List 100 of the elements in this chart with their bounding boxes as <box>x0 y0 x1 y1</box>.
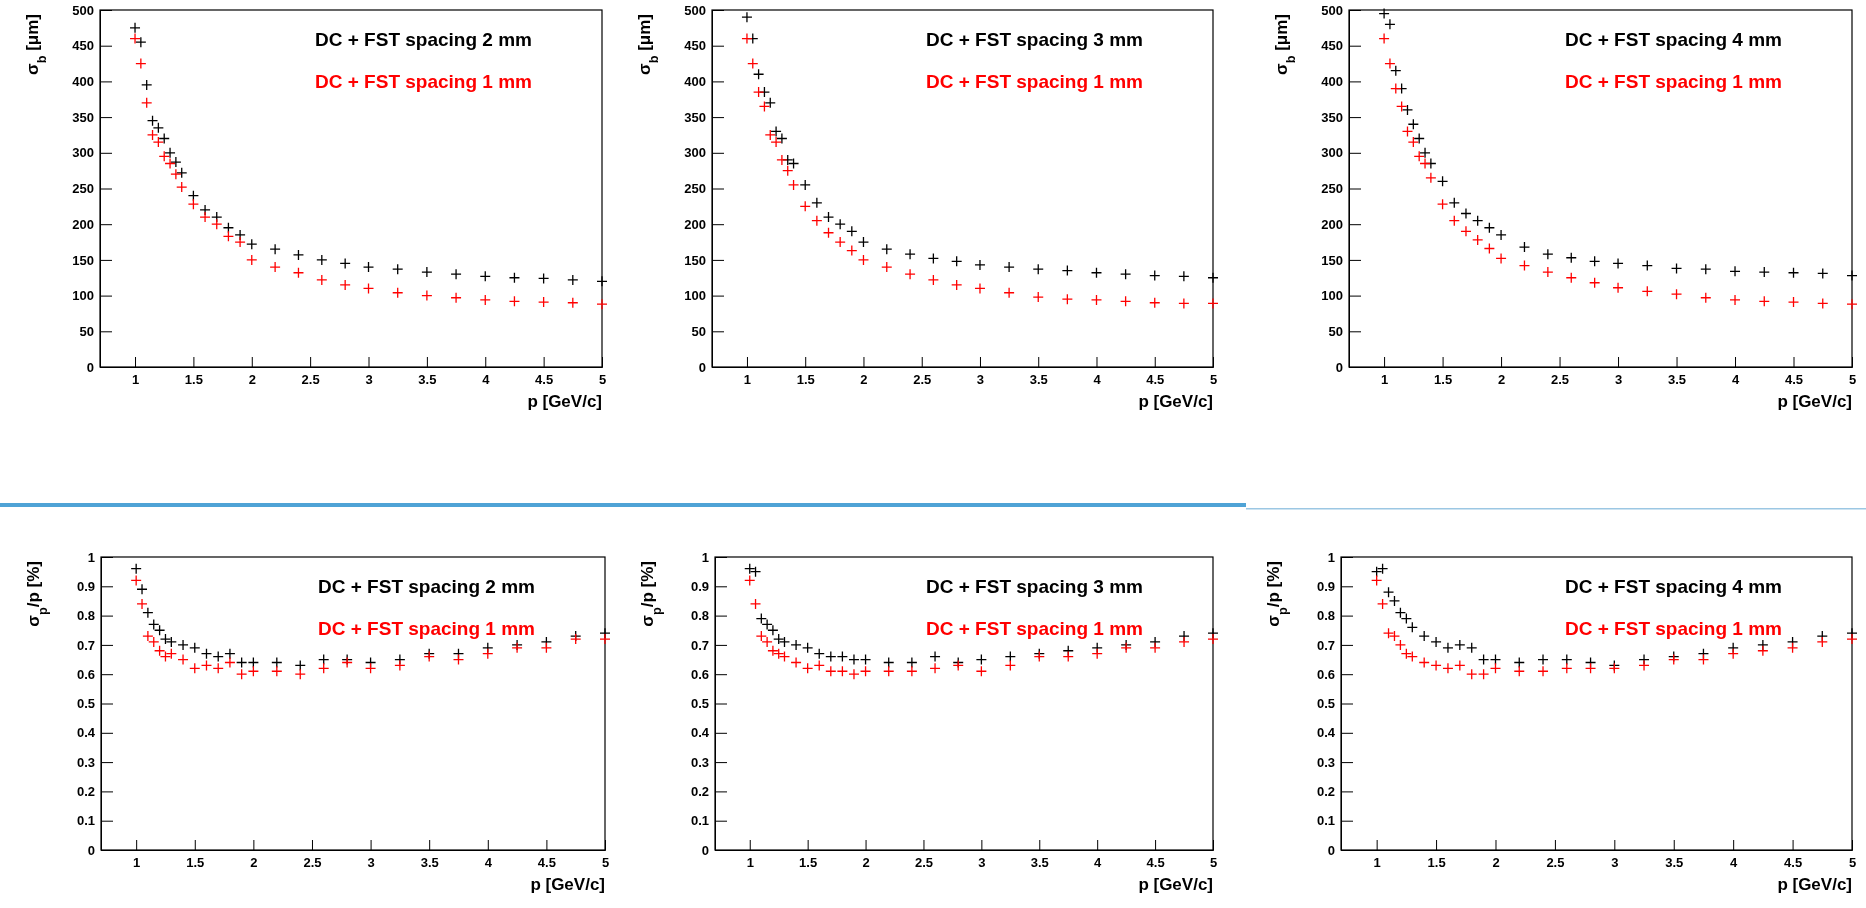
point <box>1638 659 1650 672</box>
point <box>1700 263 1712 275</box>
y-tick-label: 250 <box>684 181 706 197</box>
point <box>136 598 148 610</box>
point <box>1371 566 1383 578</box>
point <box>927 274 940 286</box>
x-tick-label: 1.5 <box>1434 372 1453 388</box>
y-tick-label: 0.5 <box>76 696 95 712</box>
point <box>802 642 814 654</box>
point <box>906 665 918 677</box>
point <box>1513 656 1525 669</box>
point <box>212 650 224 663</box>
point <box>236 668 248 680</box>
point <box>1670 288 1683 300</box>
point <box>1466 668 1478 680</box>
x-tick-label: 3.5 <box>1029 372 1048 388</box>
x-tick-label: 3 <box>367 855 375 871</box>
point <box>1149 642 1161 654</box>
point <box>292 249 305 261</box>
point <box>211 218 223 230</box>
y-tick-label: 0.4 <box>76 725 96 741</box>
y-tick-label: 500 <box>684 2 706 18</box>
x-tick-label: 4.5 <box>1784 372 1804 388</box>
point <box>450 292 462 304</box>
point <box>787 179 800 191</box>
point <box>1407 118 1419 130</box>
point <box>1542 266 1554 278</box>
point <box>537 272 550 285</box>
x-tick-label: 3 <box>365 372 373 388</box>
point <box>141 79 153 91</box>
point <box>1401 125 1414 138</box>
point <box>1061 264 1074 277</box>
point <box>294 659 306 672</box>
point <box>200 648 213 660</box>
point <box>951 255 963 267</box>
x-tick-label: 3.5 <box>1668 372 1687 388</box>
point <box>859 665 872 677</box>
x-tick-label: 2 <box>248 372 256 388</box>
point <box>1727 648 1739 660</box>
x-tick-label: 3.5 <box>420 855 439 871</box>
point <box>904 248 916 260</box>
point <box>813 659 825 672</box>
point <box>811 197 823 209</box>
point <box>136 583 148 595</box>
point <box>1376 563 1389 575</box>
point <box>599 633 611 645</box>
y-tick-label: 0 <box>86 359 94 375</box>
point <box>822 211 835 223</box>
y-tick-label: 0.9 <box>76 578 95 594</box>
point <box>318 653 330 666</box>
point <box>316 274 328 286</box>
x-axis-title: p [GeV/c] <box>527 392 602 411</box>
x-tick-label: 4 <box>484 855 493 871</box>
point <box>1207 297 1219 310</box>
point <box>1589 255 1601 267</box>
point <box>224 656 236 669</box>
y-tick-label: 0.4 <box>1316 725 1336 741</box>
x-tick-label: 4.5 <box>1146 372 1165 388</box>
y-tick-label: 200 <box>72 216 94 232</box>
x-tick-label: 1 <box>1373 855 1381 871</box>
x-tick-label: 4.5 <box>1146 855 1165 871</box>
point <box>929 650 941 663</box>
point <box>1454 659 1466 672</box>
point <box>1395 100 1408 113</box>
point <box>1436 198 1449 210</box>
point <box>1537 653 1549 666</box>
point <box>1119 268 1132 280</box>
point <box>1378 32 1390 45</box>
point <box>825 665 837 677</box>
x-tick-label: 2 <box>250 855 258 871</box>
point <box>758 100 771 113</box>
x-tick-label: 3 <box>976 372 985 388</box>
point <box>927 252 940 265</box>
point <box>811 214 823 227</box>
point <box>421 266 433 278</box>
x-tick-label: 3 <box>1614 372 1623 388</box>
point <box>1489 662 1502 674</box>
point <box>1418 656 1430 669</box>
point <box>247 665 260 677</box>
point <box>236 656 248 669</box>
point <box>1032 291 1044 303</box>
point <box>247 656 260 669</box>
point <box>450 268 462 280</box>
point <box>1378 7 1390 20</box>
point <box>1090 267 1103 279</box>
y-tick-label: 200 <box>684 216 706 232</box>
point <box>246 254 258 266</box>
text: DC + FST spacing 4 mm <box>1565 29 1782 50</box>
point <box>1090 294 1103 306</box>
point <box>1472 234 1484 246</box>
point <box>1513 665 1525 677</box>
y-tick-label: 300 <box>684 145 706 161</box>
point <box>1419 147 1431 159</box>
point <box>567 274 579 286</box>
point <box>596 275 608 287</box>
x-tick-label: 3.5 <box>1030 855 1049 871</box>
point <box>744 574 756 587</box>
x-tick-label: 5 <box>1209 372 1218 388</box>
point <box>537 296 550 308</box>
x-tick-label: 3.5 <box>418 372 437 388</box>
